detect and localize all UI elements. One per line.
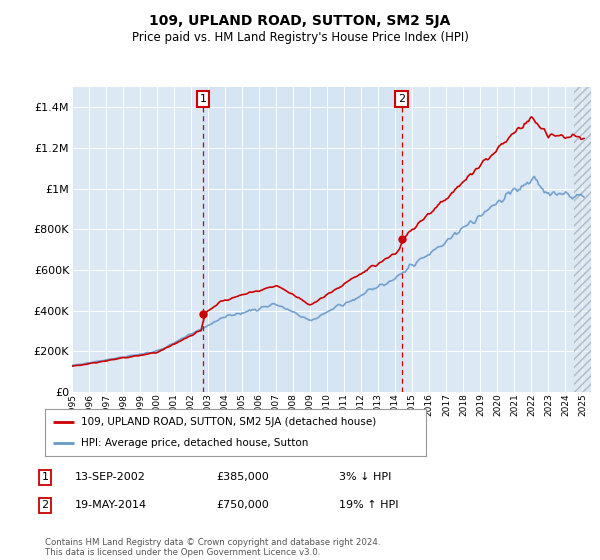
Text: 2: 2 xyxy=(41,500,49,510)
Text: 19% ↑ HPI: 19% ↑ HPI xyxy=(339,500,398,510)
Text: 109, UPLAND ROAD, SUTTON, SM2 5JA: 109, UPLAND ROAD, SUTTON, SM2 5JA xyxy=(149,14,451,28)
Bar xyxy=(574,87,591,392)
Text: 13-SEP-2002: 13-SEP-2002 xyxy=(75,472,146,482)
Text: 1: 1 xyxy=(200,94,206,104)
Text: 19-MAY-2014: 19-MAY-2014 xyxy=(75,500,147,510)
Text: Price paid vs. HM Land Registry's House Price Index (HPI): Price paid vs. HM Land Registry's House … xyxy=(131,31,469,44)
Text: £750,000: £750,000 xyxy=(216,500,269,510)
Text: 109, UPLAND ROAD, SUTTON, SM2 5JA (detached house): 109, UPLAND ROAD, SUTTON, SM2 5JA (detac… xyxy=(81,417,376,427)
Text: HPI: Average price, detached house, Sutton: HPI: Average price, detached house, Sutt… xyxy=(81,438,308,448)
Bar xyxy=(574,87,591,392)
Text: £385,000: £385,000 xyxy=(216,472,269,482)
Bar xyxy=(574,87,591,392)
Text: 1: 1 xyxy=(41,472,49,482)
Text: 3% ↓ HPI: 3% ↓ HPI xyxy=(339,472,391,482)
Text: 2: 2 xyxy=(398,94,406,104)
Bar xyxy=(203,87,402,392)
Text: Contains HM Land Registry data © Crown copyright and database right 2024.
This d: Contains HM Land Registry data © Crown c… xyxy=(45,538,380,557)
